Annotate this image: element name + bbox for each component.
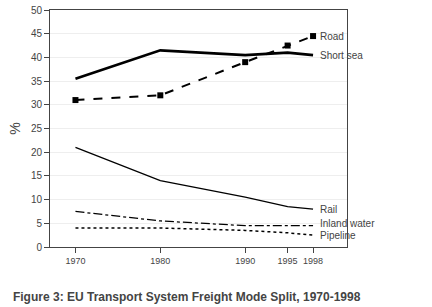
svg-text:Pipeline: Pipeline — [320, 230, 356, 241]
svg-text:0: 0 — [36, 242, 42, 253]
svg-text:20: 20 — [31, 147, 43, 158]
svg-text:1990: 1990 — [235, 256, 255, 266]
svg-text:25: 25 — [31, 123, 43, 134]
svg-text:50: 50 — [31, 5, 43, 16]
svg-text:Figure 3: EU Transport System: Figure 3: EU Transport System Freight Mo… — [13, 290, 361, 304]
svg-text:30: 30 — [31, 99, 43, 110]
svg-text:Inland water: Inland water — [320, 218, 375, 229]
svg-text:1980: 1980 — [150, 256, 170, 266]
svg-text:%: % — [7, 122, 23, 134]
svg-text:Short sea: Short sea — [320, 50, 363, 61]
svg-text:1970: 1970 — [65, 256, 85, 266]
svg-text:45: 45 — [31, 28, 43, 39]
svg-text:1998: 1998 — [303, 256, 323, 266]
svg-text:Rail: Rail — [320, 204, 337, 215]
svg-text:15: 15 — [31, 170, 43, 181]
svg-text:35: 35 — [31, 76, 43, 87]
svg-text:10: 10 — [31, 194, 43, 205]
svg-text:Road: Road — [320, 31, 344, 42]
svg-text:1995: 1995 — [278, 256, 298, 266]
svg-text:5: 5 — [36, 218, 42, 229]
svg-text:40: 40 — [31, 52, 43, 63]
